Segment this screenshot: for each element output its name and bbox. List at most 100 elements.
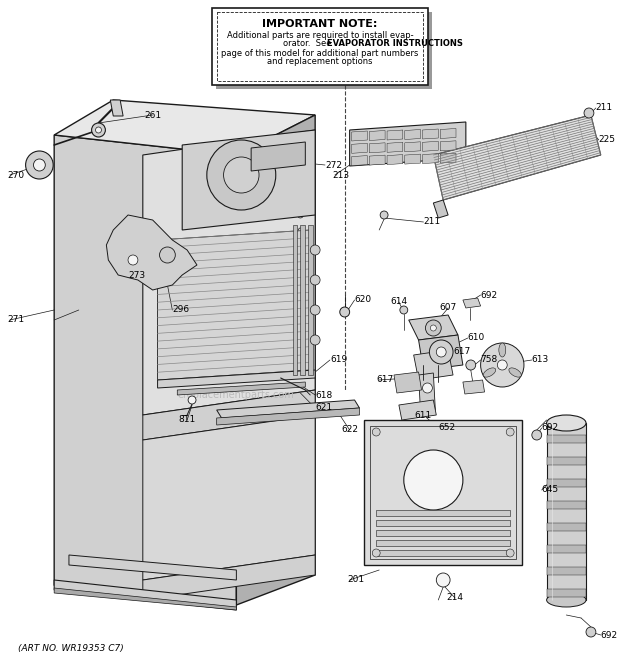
Polygon shape (422, 153, 438, 164)
Polygon shape (433, 200, 448, 218)
Polygon shape (376, 520, 510, 526)
Circle shape (422, 383, 432, 393)
Polygon shape (143, 555, 315, 600)
Text: Additional parts are required to install evap-: Additional parts are required to install… (227, 30, 414, 40)
Polygon shape (308, 225, 313, 375)
Circle shape (310, 275, 320, 285)
Polygon shape (69, 555, 236, 580)
Polygon shape (387, 130, 403, 140)
Circle shape (340, 307, 350, 317)
Text: IMPORTANT NOTE:: IMPORTANT NOTE: (262, 19, 378, 29)
Polygon shape (300, 225, 305, 375)
Circle shape (188, 396, 196, 404)
Circle shape (310, 305, 320, 315)
Polygon shape (547, 479, 586, 487)
Polygon shape (418, 335, 463, 370)
Polygon shape (547, 567, 586, 575)
Polygon shape (216, 400, 360, 418)
Polygon shape (365, 420, 522, 565)
Polygon shape (143, 390, 315, 440)
Polygon shape (370, 130, 385, 141)
Polygon shape (440, 153, 456, 163)
Circle shape (310, 335, 320, 345)
Polygon shape (157, 370, 315, 388)
Text: 201: 201 (347, 576, 365, 584)
Text: 273: 273 (128, 270, 145, 280)
Ellipse shape (499, 343, 506, 357)
Polygon shape (293, 225, 298, 375)
Text: 622: 622 (341, 426, 358, 434)
Polygon shape (463, 380, 485, 394)
Circle shape (372, 428, 380, 436)
Polygon shape (547, 501, 586, 509)
Polygon shape (463, 298, 480, 308)
Text: 811: 811 (179, 416, 196, 424)
Polygon shape (350, 122, 466, 166)
Polygon shape (54, 135, 236, 605)
Polygon shape (414, 350, 453, 380)
Polygon shape (440, 141, 456, 151)
Circle shape (372, 549, 380, 557)
Polygon shape (352, 143, 368, 153)
Polygon shape (440, 128, 456, 139)
Circle shape (207, 140, 276, 210)
Polygon shape (405, 130, 420, 139)
Polygon shape (547, 589, 586, 597)
Circle shape (159, 247, 175, 263)
Polygon shape (547, 435, 586, 443)
Text: 270: 270 (7, 171, 25, 180)
Polygon shape (547, 523, 586, 531)
Circle shape (400, 306, 408, 314)
Text: 214: 214 (446, 594, 464, 602)
Text: 211: 211 (423, 217, 441, 227)
Polygon shape (216, 408, 360, 425)
Text: 692: 692 (542, 424, 559, 432)
Circle shape (95, 127, 102, 133)
Polygon shape (370, 143, 385, 153)
Polygon shape (370, 155, 385, 165)
Text: 225: 225 (599, 136, 616, 145)
Circle shape (532, 430, 542, 440)
Text: 619: 619 (330, 356, 347, 364)
Text: 272: 272 (325, 161, 342, 169)
Circle shape (298, 228, 303, 232)
Polygon shape (376, 550, 510, 556)
Polygon shape (405, 154, 420, 164)
Text: 692: 692 (480, 290, 498, 299)
Circle shape (425, 320, 441, 336)
Polygon shape (212, 8, 428, 85)
Polygon shape (409, 315, 458, 340)
Text: 758: 758 (480, 356, 498, 364)
Polygon shape (376, 540, 510, 546)
Polygon shape (216, 12, 432, 89)
Ellipse shape (547, 415, 586, 431)
Text: 611: 611 (415, 410, 432, 420)
Ellipse shape (509, 368, 521, 377)
Text: 614: 614 (391, 297, 407, 307)
Text: 613: 613 (532, 356, 549, 364)
Ellipse shape (483, 368, 496, 377)
Text: 271: 271 (7, 315, 25, 325)
Text: (ART NO. WR19353 C7): (ART NO. WR19353 C7) (18, 644, 123, 652)
Polygon shape (376, 530, 510, 536)
Text: 296: 296 (172, 305, 190, 315)
Circle shape (380, 211, 388, 219)
Polygon shape (547, 423, 586, 600)
Polygon shape (422, 141, 438, 151)
Polygon shape (405, 142, 420, 152)
Text: 652: 652 (438, 424, 456, 432)
Polygon shape (394, 372, 422, 393)
Polygon shape (352, 155, 368, 166)
Circle shape (224, 157, 259, 193)
Text: 620: 620 (355, 295, 371, 305)
Text: 645: 645 (542, 485, 559, 494)
Circle shape (436, 573, 450, 587)
Polygon shape (54, 100, 315, 155)
Circle shape (497, 360, 507, 370)
Circle shape (436, 347, 446, 357)
Polygon shape (547, 457, 586, 465)
Circle shape (92, 123, 105, 137)
Ellipse shape (547, 593, 586, 607)
Text: 607: 607 (440, 303, 457, 313)
Polygon shape (110, 100, 123, 116)
